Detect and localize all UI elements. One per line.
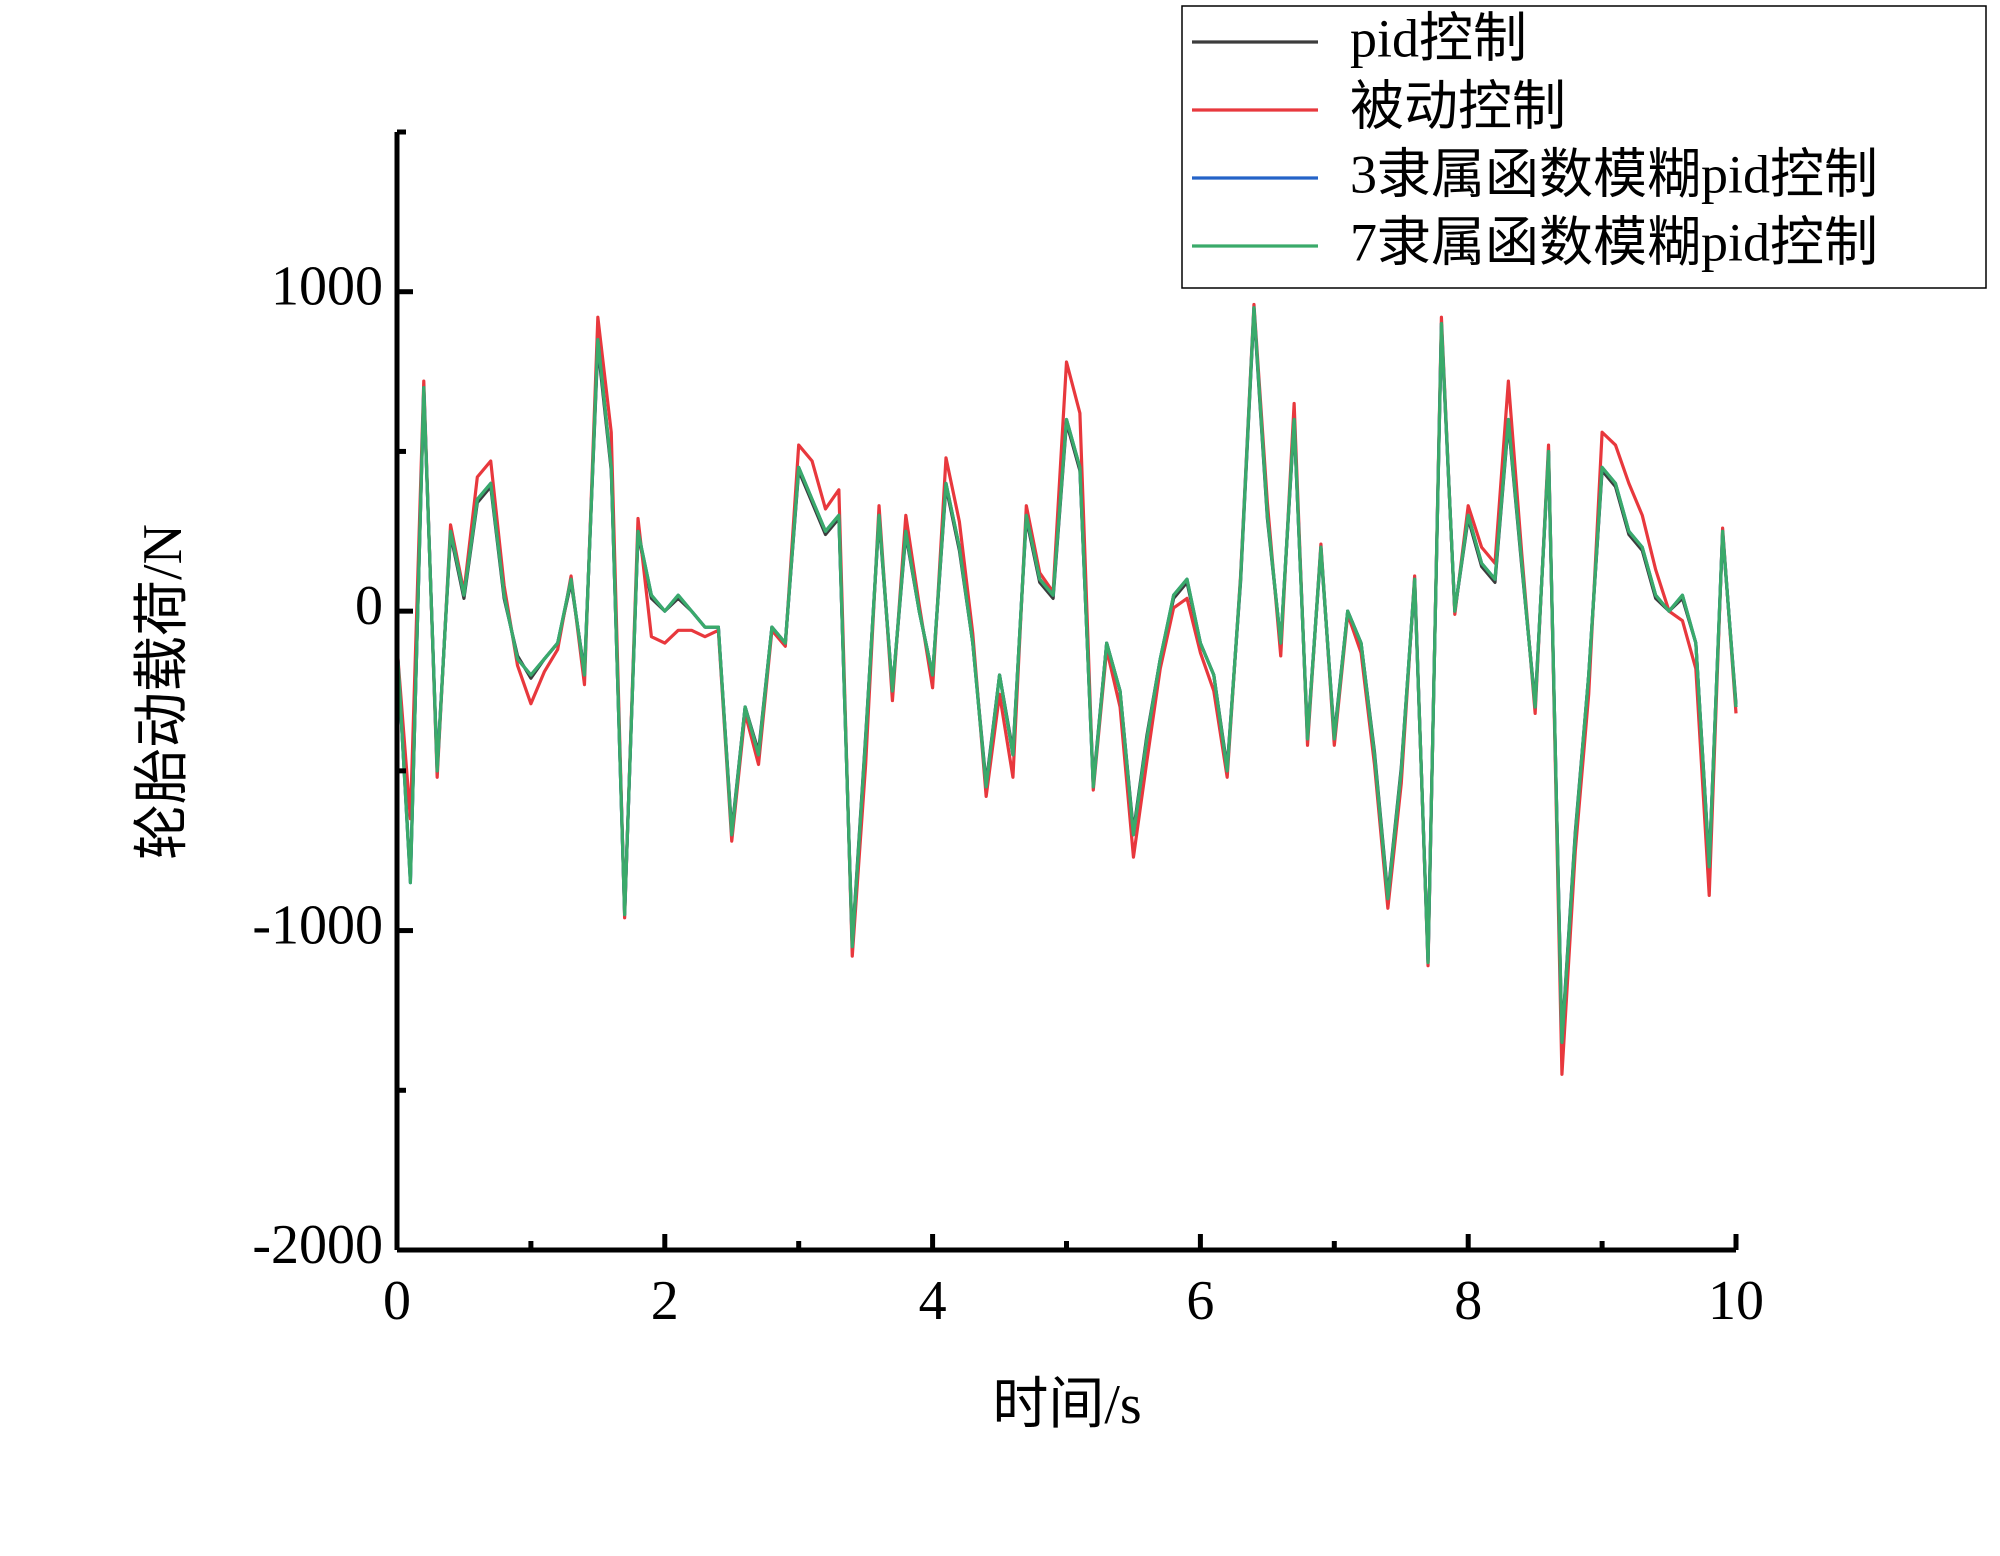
legend-label: pid控制 bbox=[1350, 8, 1527, 68]
x-tick-label: 8 bbox=[1454, 1270, 1482, 1332]
x-tick-label: 6 bbox=[1186, 1270, 1214, 1332]
x-tick-label: 0 bbox=[383, 1270, 411, 1332]
y-tick-label: 0 bbox=[355, 575, 383, 637]
y-tick-label: 1000 bbox=[271, 256, 383, 318]
series-line bbox=[395, 306, 1738, 1044]
y-tick-label: -2000 bbox=[252, 1214, 383, 1276]
y-axis-label: 轮胎动载荷/N bbox=[132, 524, 194, 860]
x-axis-label: 时间/s bbox=[992, 1374, 1141, 1436]
y-tick-label: -1000 bbox=[252, 894, 383, 956]
legend-label: 被动控制 bbox=[1350, 76, 1566, 136]
legend-label: 7隶属函数模糊pid控制 bbox=[1350, 212, 1878, 272]
x-tick-label: 2 bbox=[651, 1270, 679, 1332]
x-tick-label: 10 bbox=[1708, 1270, 1764, 1332]
legend-box bbox=[1181, 5, 1987, 289]
x-tick-label: 4 bbox=[919, 1270, 947, 1332]
legend-label: 3隶属函数模糊pid控制 bbox=[1350, 144, 1878, 204]
